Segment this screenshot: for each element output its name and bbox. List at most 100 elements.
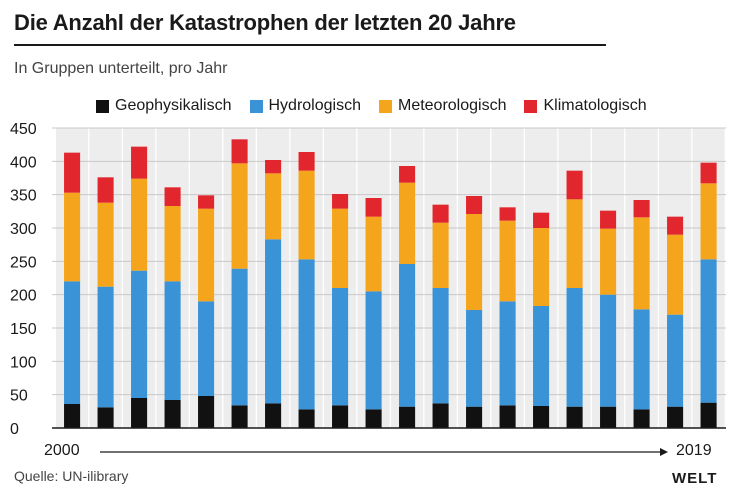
y-tick-label: 200	[10, 288, 37, 305]
bar-klimatologisch-2001	[97, 177, 114, 203]
bar-meteorologisch-2008	[332, 208, 349, 288]
legend-label-hydrologisch: Hydrologisch	[268, 97, 361, 114]
bar-klimatologisch-2008	[332, 194, 349, 209]
y-tick-label: 300	[10, 221, 37, 238]
bar-klimatologisch-2007	[298, 152, 315, 171]
y-tick-label: 0	[10, 421, 19, 438]
bar-hydrologisch-2008	[332, 288, 349, 406]
bar-meteorologisch-2013	[499, 220, 516, 302]
bar-meteorologisch-2001	[97, 202, 114, 287]
bar-geophysikalisch-2013	[499, 405, 516, 428]
timeline-arrow-head	[660, 448, 668, 456]
bar-klimatologisch-2019	[700, 162, 717, 184]
legend-swatch-meteorologisch	[378, 99, 392, 113]
bar-hydrologisch-2009	[365, 291, 382, 410]
page-title: Die Anzahl der Katastrophen der letzten …	[14, 10, 516, 35]
bar-geophysikalisch-2008	[332, 405, 349, 428]
bar-meteorologisch-2006	[265, 173, 282, 240]
bar-geophysikalisch-2018	[667, 406, 684, 428]
bar-klimatologisch-2017	[633, 200, 650, 218]
bar-geophysikalisch-2011	[432, 403, 449, 428]
bar-klimatologisch-2014	[533, 212, 550, 228]
bar-meteorologisch-2011	[432, 222, 449, 288]
bar-klimatologisch-2012	[466, 196, 483, 214]
bar-geophysikalisch-2001	[97, 407, 114, 428]
bar-klimatologisch-2016	[600, 210, 617, 229]
bar-meteorologisch-2007	[298, 170, 315, 260]
bar-meteorologisch-2014	[533, 228, 550, 306]
bar-hydrologisch-2004	[198, 301, 215, 396]
bar-geophysikalisch-2000	[64, 404, 81, 428]
legend-label-geophysikalisch: Geophysikalisch	[115, 97, 232, 114]
bar-geophysikalisch-2015	[566, 406, 583, 428]
bar-meteorologisch-2005	[231, 163, 248, 269]
title-divider	[14, 44, 606, 46]
legend-item-klimatologisch: Klimatologisch	[524, 97, 647, 115]
bar-meteorologisch-2003	[164, 206, 181, 282]
bar-klimatologisch-2005	[231, 139, 248, 164]
bar-geophysikalisch-2007	[298, 409, 315, 428]
bar-meteorologisch-2019	[700, 183, 717, 260]
bar-geophysikalisch-2017	[633, 409, 650, 428]
bar-geophysikalisch-2019	[700, 402, 717, 428]
bar-hydrologisch-2006	[265, 239, 282, 404]
bar-meteorologisch-2017	[633, 217, 650, 310]
bar-hydrologisch-2017	[633, 309, 650, 410]
bar-klimatologisch-2004	[198, 195, 215, 209]
bar-geophysikalisch-2009	[365, 409, 382, 428]
source-note: Quelle: UN-ilibrary	[14, 468, 129, 484]
bar-geophysikalisch-2014	[533, 406, 550, 428]
y-tick-label: 50	[10, 388, 28, 405]
year-end-label: 2019	[676, 442, 712, 459]
bar-geophysikalisch-2004	[198, 396, 215, 428]
bar-klimatologisch-2000	[64, 152, 81, 193]
bar-meteorologisch-2018	[667, 234, 684, 315]
bar-meteorologisch-2009	[365, 216, 382, 292]
bar-hydrologisch-2000	[64, 281, 81, 404]
year-start-label: 2000	[44, 442, 80, 459]
bar-hydrologisch-2016	[600, 294, 617, 407]
legend-item-hydrologisch: Hydrologisch	[249, 97, 361, 115]
bar-meteorologisch-2000	[64, 192, 81, 282]
bar-geophysikalisch-2006	[265, 403, 282, 428]
bar-hydrologisch-2018	[667, 314, 684, 407]
bar-meteorologisch-2010	[399, 182, 416, 264]
bar-meteorologisch-2004	[198, 208, 215, 302]
y-tick-label: 350	[10, 188, 37, 205]
bar-hydrologisch-2011	[432, 288, 449, 404]
bar-meteorologisch-2015	[566, 199, 583, 288]
legend-swatch-geophysikalisch	[96, 99, 109, 113]
bar-hydrologisch-2019	[700, 259, 717, 403]
bar-geophysikalisch-2002	[131, 398, 148, 428]
bar-hydrologisch-2001	[97, 286, 114, 408]
y-tick-label: 250	[10, 254, 37, 271]
bar-klimatologisch-2009	[365, 198, 382, 217]
page-subtitle: In Gruppen unterteilt, pro Jahr	[14, 60, 228, 77]
bar-geophysikalisch-2003	[164, 400, 181, 428]
bar-hydrologisch-2010	[399, 264, 416, 407]
legend-label-meteorologisch: Meteorologisch	[397, 97, 507, 114]
bar-hydrologisch-2013	[499, 301, 516, 406]
bar-meteorologisch-2016	[600, 228, 617, 295]
bar-meteorologisch-2012	[466, 214, 483, 310]
bar-klimatologisch-2010	[399, 166, 416, 183]
welt-logo: WELT	[672, 470, 718, 487]
bar-geophysikalisch-2016	[600, 406, 617, 428]
bar-klimatologisch-2002	[131, 146, 148, 179]
bar-hydrologisch-2007	[298, 259, 315, 410]
bar-klimatologisch-2006	[265, 160, 282, 174]
y-tick-label: 150	[10, 321, 37, 338]
legend-label-klimatologisch: Klimatologisch	[543, 97, 647, 114]
bar-hydrologisch-2012	[466, 310, 483, 407]
y-tick-label: 400	[10, 154, 37, 171]
bar-hydrologisch-2014	[533, 306, 550, 406]
bar-hydrologisch-2002	[131, 270, 148, 398]
bar-klimatologisch-2015	[566, 170, 583, 200]
bar-klimatologisch-2011	[432, 204, 449, 223]
bar-geophysikalisch-2010	[399, 406, 416, 428]
bar-klimatologisch-2013	[499, 207, 516, 221]
chart-legend: Geophysikalisch Hydrologisch Meteorologi…	[96, 97, 647, 115]
bar-klimatologisch-2018	[667, 216, 684, 235]
bar-hydrologisch-2003	[164, 281, 181, 400]
